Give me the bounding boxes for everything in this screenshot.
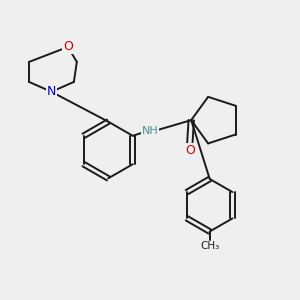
Text: O: O (63, 40, 73, 53)
Text: O: O (185, 144, 195, 158)
Text: N: N (47, 85, 56, 98)
Text: CH₃: CH₃ (200, 241, 219, 251)
Text: NH: NH (142, 126, 158, 136)
